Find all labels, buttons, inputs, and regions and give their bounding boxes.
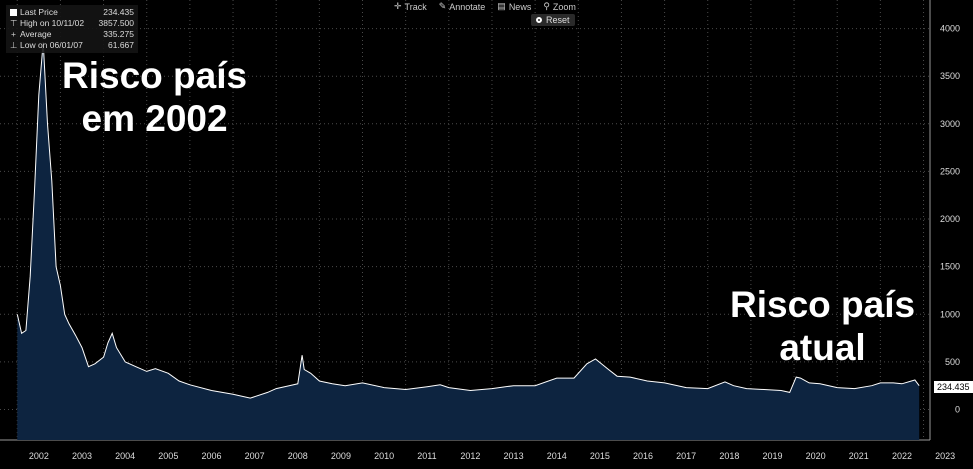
x-tick-label: 2019 [762, 451, 782, 461]
news-button[interactable]: ▤ News [497, 1, 531, 12]
series-line [16, 42, 920, 399]
y-tick-label: 3500 [940, 71, 960, 81]
annotation-2002-line1: Risco país [62, 55, 248, 96]
y-tick-label: 0 [955, 405, 960, 415]
series-area [17, 42, 920, 440]
zoom-label: Zoom [552, 1, 576, 12]
reset-button[interactable]: Reset [531, 14, 575, 26]
y-tick-label: 2500 [940, 166, 960, 176]
y-tick-label: 500 [945, 357, 960, 367]
x-tick-label: 2017 [676, 451, 696, 461]
zoom-button[interactable]: ⚲ Zoom [543, 1, 576, 12]
legend-low-label: Low on 06/01/07 [20, 40, 83, 50]
x-tick-label: 2003 [72, 451, 92, 461]
x-tick-label: 2006 [201, 451, 221, 461]
magnifier-icon: ⚲ [543, 1, 550, 11]
legend-avg-label: Average [20, 29, 52, 39]
x-tick-label: 2022 [892, 451, 912, 461]
low-marker-icon: ⊥ [10, 40, 18, 50]
x-tick-label: 2008 [288, 451, 308, 461]
y-tick-label: 1500 [940, 262, 960, 272]
last-price-swatch [10, 9, 17, 16]
x-tick-label: 2013 [504, 451, 524, 461]
pencil-icon: ✎ [438, 1, 447, 11]
chart-toolbar: ✛ Track ✎ Annotate ▤ News ⚲ Zoom [394, 1, 576, 12]
legend-last-value: 234.435 [103, 7, 134, 17]
reset-label: Reset [546, 15, 570, 25]
x-tick-label: 2016 [633, 451, 653, 461]
annotate-label: Annotate [449, 1, 486, 12]
legend-low-value: 61.667 [108, 40, 134, 50]
legend-avg-value: 335.275 [103, 29, 134, 39]
x-tick-label: 2015 [590, 451, 610, 461]
x-tick-label: 2011 [417, 451, 436, 461]
y-tick-label: 1000 [940, 309, 960, 319]
x-tick-label: 2010 [374, 451, 394, 461]
y-tick-label: 4000 [940, 24, 960, 34]
high-marker-icon: ⊤ [10, 18, 18, 28]
y-tick-label: 3000 [940, 119, 960, 129]
x-tick-label: 2002 [29, 451, 49, 461]
news-icon: ▤ [497, 1, 506, 11]
annotation-current-line2: atual [779, 327, 866, 368]
legend-last-label: Last Price [20, 7, 58, 17]
legend-high-label: High on 10/11/02 [20, 18, 85, 28]
x-tick-label: 2021 [849, 451, 869, 461]
reset-icon [536, 17, 542, 23]
annotation-current-line1: Risco país [730, 284, 916, 325]
x-tick-label: 2009 [331, 451, 351, 461]
crosshair-icon: ✛ [394, 1, 402, 11]
track-label: Track [404, 1, 427, 12]
news-label: News [508, 1, 532, 12]
annotation-risk-current: Risco país atual [730, 283, 915, 369]
annotate-button[interactable]: ✎ Annotate [439, 1, 486, 12]
average-marker-icon: + [11, 29, 16, 39]
x-tick-label: 2005 [158, 451, 178, 461]
annotation-risk-2002: Risco país em 2002 [62, 54, 247, 140]
x-tick-label: 2012 [460, 451, 480, 461]
y-tick-label: 2000 [940, 214, 960, 224]
legend-high-value: 3857.500 [98, 18, 134, 28]
x-tick-label: 2020 [806, 451, 826, 461]
x-tick-label: 2007 [245, 451, 265, 461]
x-tick-label: 2014 [547, 451, 567, 461]
last-price-badge: 234.435 [934, 381, 973, 393]
legend-box: Last Price 234.435 ⊤ High on 10/11/02 3857.… [6, 5, 138, 53]
annotation-2002-line2: em 2002 [81, 98, 228, 139]
x-tick-label: 2004 [115, 451, 135, 461]
track-button[interactable]: ✛ Track [394, 1, 427, 12]
x-tick-label: 2018 [719, 451, 739, 461]
x-tick-label: 2023 [935, 451, 955, 461]
